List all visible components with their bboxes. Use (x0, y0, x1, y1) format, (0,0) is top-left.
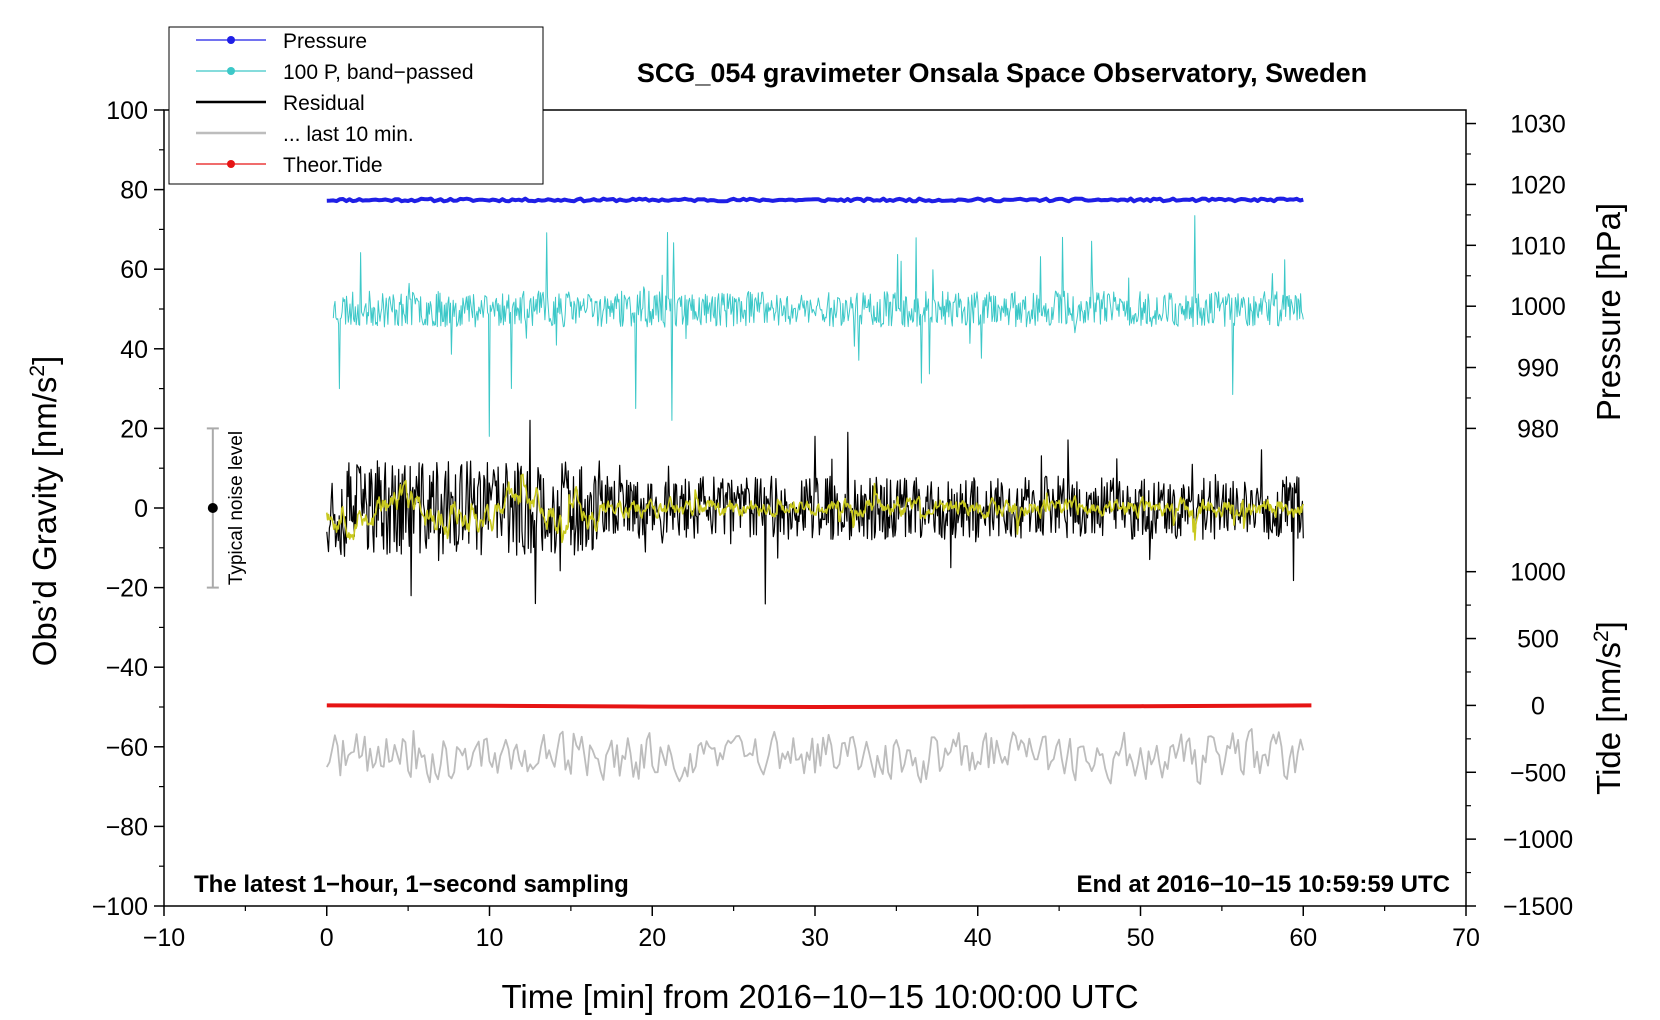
y-axis-left: −100 −80 −60 −40 −20 0 20 40 60 80 100 (92, 97, 164, 921)
pressure-tick-label: 1020 (1510, 171, 1566, 199)
x-tick-label: 70 (1452, 924, 1480, 952)
x-tick-label: 60 (1289, 924, 1317, 952)
y-tick-label: −40 (106, 654, 148, 682)
legend-label: Theor.Tide (283, 154, 383, 177)
x-tick-label: 0 (320, 924, 334, 952)
series-100-p-band-passed (332, 215, 1304, 437)
series-layer (326, 196, 1312, 785)
y-tick-label: 80 (120, 177, 148, 205)
y-tick-label: −60 (106, 734, 148, 762)
y-tick-label: −100 (92, 893, 148, 921)
x-tick-label: 50 (1127, 924, 1155, 952)
y-tick-label: 20 (120, 415, 148, 443)
pressure-tick-label: 1030 (1510, 111, 1566, 139)
y-axis-label-text: Obs’d Gravity [nm/s (26, 377, 63, 667)
tide-axis-label-text: Tide [nm/s (1590, 642, 1627, 795)
tide-axis-label: Tide [nm/s2] (1590, 621, 1627, 795)
pressure-tick-label: 1000 (1510, 293, 1566, 321)
x-axis-label: Time [min] from 2016−10−15 10:00:00 UTC (501, 978, 1138, 1015)
tide-tick-label: −1000 (1503, 826, 1573, 854)
chart-title: SCG_054 gravimeter Onsala Space Observat… (637, 58, 1367, 88)
tide-tick-label: −1500 (1503, 893, 1573, 921)
annotation-end-time: End at 2016−10−15 10:59:59 UTC (1076, 871, 1450, 898)
y-tick-label: 0 (134, 495, 148, 523)
tide-tick-label: −500 (1510, 759, 1566, 787)
legend-label: Pressure (283, 30, 367, 53)
y-tick-label: 40 (120, 336, 148, 364)
y-axis-label-sup: 2 (26, 365, 49, 377)
legend-label: Residual (283, 92, 365, 115)
series-theor-tide (326, 703, 1312, 709)
y-axis-right: 980 990 1000 1010 1020 1030 −1500 −1000 −500 0 500… (1466, 111, 1573, 921)
tide-axis-label-sup: 2 (1590, 630, 1613, 642)
y-tick-label: −20 (106, 575, 148, 603)
annotation-sampling: The latest 1−hour, 1−second sampling (194, 871, 629, 898)
y-tick-label: 100 (106, 97, 148, 125)
y-tick-label: −80 (106, 813, 148, 841)
y-axis-label-left: Obs’d Gravity [nm/s2] (26, 356, 63, 667)
series--last-10-min- (326, 728, 1305, 785)
pressure-tick-label: 990 (1517, 355, 1559, 383)
noise-center-dot (207, 503, 218, 513)
series-residual-smoothed- (326, 473, 1305, 544)
series-pressure (326, 196, 1304, 204)
legend-marker (227, 67, 235, 75)
series-residual (326, 419, 1304, 605)
noise-label: Typical noise level (226, 431, 247, 585)
noise-indicator: Typical noise level (206, 427, 247, 589)
legend-box (168, 26, 544, 185)
x-tick-label: 20 (638, 924, 666, 952)
tide-tick-label: 1000 (1510, 559, 1566, 587)
x-tick-label: 40 (964, 924, 992, 952)
legend-marker (227, 36, 235, 44)
legend-marker (227, 160, 235, 168)
x-tick-label: −10 (143, 924, 185, 952)
y-tick-label: 60 (120, 256, 148, 284)
tide-tick-label: 500 (1517, 626, 1559, 654)
pressure-tick-label: 980 (1517, 415, 1559, 443)
plot-area: Typical noise level (163, 109, 1467, 907)
legend-label: ... last 10 min. (283, 123, 414, 146)
pressure-axis-label: Pressure [hPa] (1590, 203, 1627, 421)
x-axis: −10 0 10 20 30 40 50 60 70 (143, 906, 1480, 952)
y-axis-label-end: ] (26, 356, 63, 365)
x-tick-label: 10 (476, 924, 504, 952)
legend-label: 100 P, band−passed (283, 61, 474, 84)
legend: Pressure 100 P, band−passed Residual ... la… (168, 26, 544, 185)
tide-tick-label: 0 (1531, 692, 1545, 720)
tide-axis-label-end: ] (1590, 621, 1627, 630)
pressure-tick-label: 1010 (1510, 232, 1566, 260)
x-tick-label: 30 (801, 924, 829, 952)
